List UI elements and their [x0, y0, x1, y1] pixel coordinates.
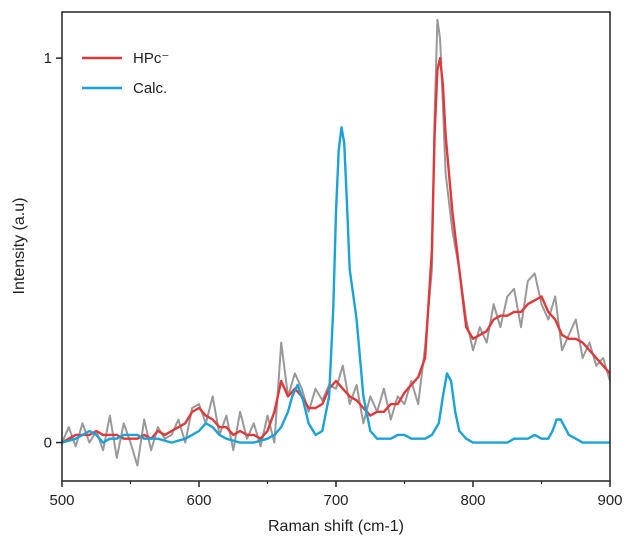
x-axis-label: Raman shift (cm-1): [268, 518, 404, 535]
legend: HPc⁻ Calc.: [82, 50, 169, 97]
x-tick-label: 800: [460, 492, 485, 509]
y-tick-label: 0: [44, 435, 52, 452]
y-axis-label: Intensity (a.u): [11, 198, 28, 295]
series-layer: [62, 18, 610, 467]
x-tick-label: 600: [186, 492, 211, 509]
x-tick-label: 700: [323, 492, 348, 509]
y-axis: 01: [44, 50, 62, 452]
legend-label: HPc⁻: [133, 50, 169, 67]
x-tick-label: 900: [597, 492, 622, 509]
legend-label: Calc.: [133, 80, 167, 97]
series-line-1: [62, 56, 610, 444]
x-tick-label: 500: [49, 492, 74, 509]
x-axis: 500 600 700 800 900: [49, 481, 623, 509]
y-tick-label: 1: [44, 50, 52, 67]
series-line-2: [62, 126, 610, 444]
